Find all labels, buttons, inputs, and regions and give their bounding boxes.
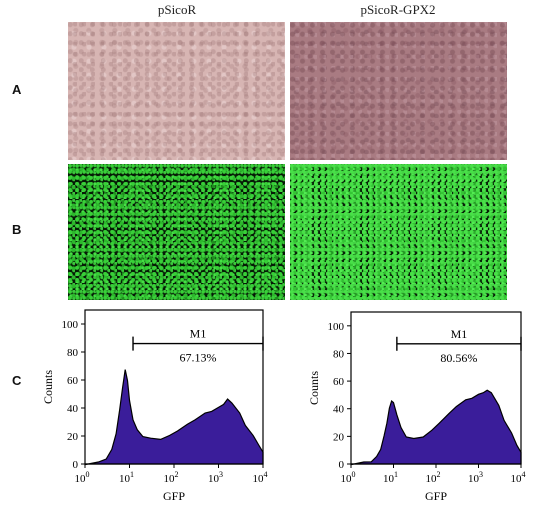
column-title-pSicoR-GPX2: pSicoR-GPX2: [360, 2, 436, 17]
x-tick-exponent: 0: [86, 470, 90, 479]
x-tick-label: 104: [511, 470, 526, 485]
gate-percent: 80.56%: [440, 351, 477, 365]
column-title-pSicoR: pSicoR: [157, 2, 197, 17]
gate-percent: 67.13%: [180, 351, 217, 365]
x-tick-base: 10: [208, 473, 220, 485]
x-tick-exponent: 3: [219, 470, 223, 479]
x-tick-base: 10: [426, 473, 438, 485]
x-tick-base: 10: [341, 473, 353, 485]
x-tick-base: 10: [119, 473, 131, 485]
histogram-area: [350, 389, 522, 466]
y-tick-label: 40: [333, 404, 345, 416]
x-tick-exponent: 2: [175, 470, 179, 479]
x-tick-label: 104: [253, 470, 268, 485]
y-tick-label: 100: [328, 321, 345, 333]
x-tick-label: 101: [383, 470, 398, 485]
x-tick-base: 10: [164, 473, 176, 485]
x-tick-exponent: 1: [130, 470, 134, 479]
y-tick-label: 60: [67, 375, 79, 387]
y-tick-label: 0: [73, 459, 79, 471]
x-tick-label: 100: [341, 470, 356, 485]
x-tick-label: 103: [468, 470, 483, 485]
y-axis-label: Counts: [41, 370, 55, 404]
row-label-c: C: [12, 373, 22, 388]
gfp-fluorescence-image-pSicoR: [68, 164, 285, 300]
x-tick-label: 101: [119, 470, 134, 485]
y-tick-label: 0: [339, 459, 345, 471]
y-tick-label: 100: [62, 319, 79, 331]
gfp-fluorescence-image-pSicoR-GPX2: [290, 164, 507, 300]
gate-label: M1: [190, 327, 207, 341]
brightfield-image-pSicoR: [68, 22, 285, 160]
brightfield-image-pSicoR-GPX2: [290, 22, 507, 160]
y-tick-label: 20: [67, 431, 79, 443]
x-tick-base: 10: [253, 473, 265, 485]
x-tick-exponent: 2: [437, 470, 441, 479]
x-axis-label: GFP: [163, 489, 185, 503]
histogram-area: [84, 369, 264, 466]
x-tick-base: 10: [468, 473, 480, 485]
row-label-a: A: [12, 82, 22, 97]
x-tick-base: 10: [75, 473, 87, 485]
y-tick-label: 20: [333, 431, 345, 443]
y-tick-label: 40: [67, 403, 79, 415]
y-tick-label: 80: [333, 348, 345, 360]
gate-label: M1: [451, 327, 468, 341]
x-tick-exponent: 4: [264, 470, 268, 479]
x-tick-base: 10: [383, 473, 395, 485]
y-axis-label: Counts: [307, 371, 321, 405]
y-tick-label: 80: [67, 347, 79, 359]
x-tick-exponent: 0: [352, 470, 356, 479]
x-tick-label: 102: [426, 470, 441, 485]
x-tick-label: 103: [208, 470, 223, 485]
x-tick-label: 100: [75, 470, 90, 485]
x-axis-label: GFP: [425, 489, 447, 503]
x-tick-exponent: 1: [394, 470, 398, 479]
y-tick-label: 60: [333, 376, 345, 388]
x-tick-exponent: 4: [522, 470, 526, 479]
row-label-b: B: [12, 222, 22, 237]
x-tick-label: 102: [164, 470, 179, 485]
x-tick-exponent: 3: [479, 470, 483, 479]
x-tick-base: 10: [511, 473, 523, 485]
